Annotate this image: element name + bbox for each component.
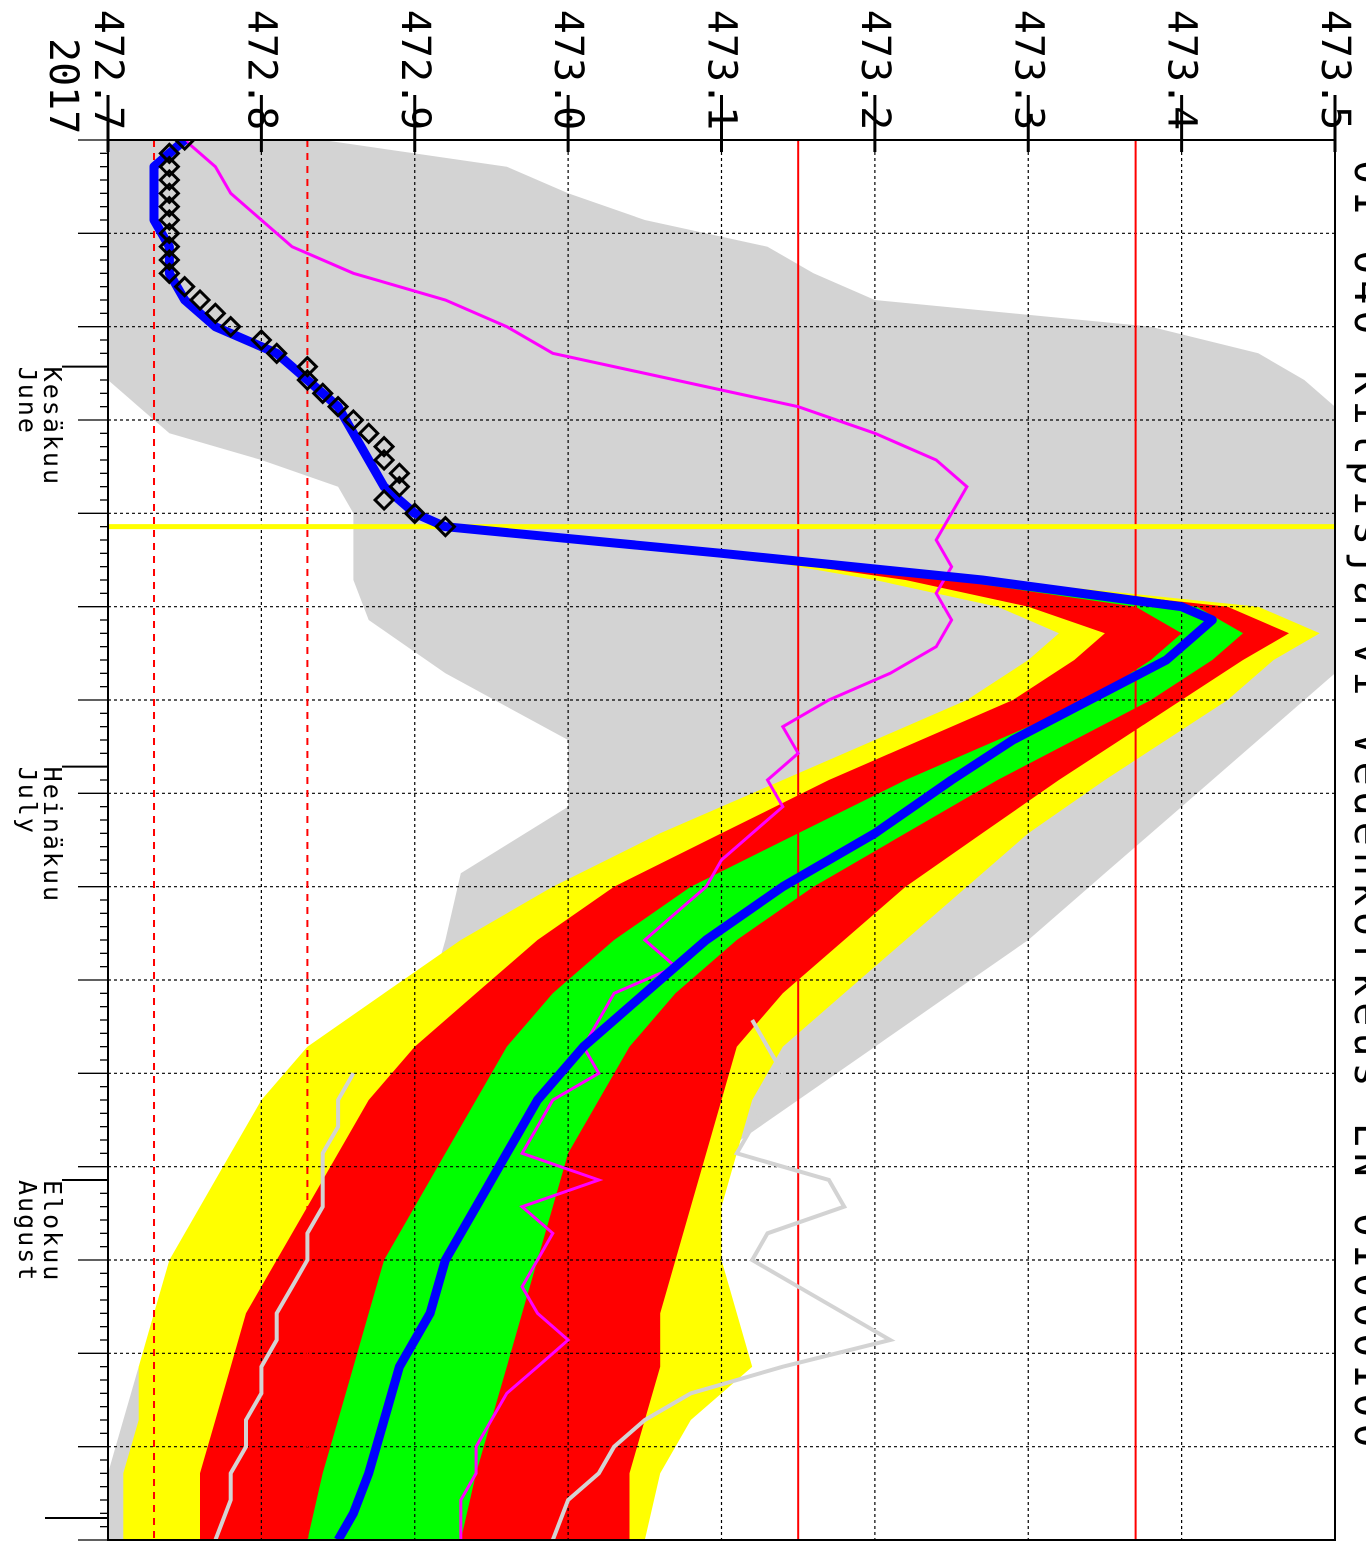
observation-point: [250, 328, 273, 352]
observation-point: [342, 408, 365, 432]
month-label-en: July: [13, 767, 42, 835]
month-label-en: August: [13, 1180, 42, 1282]
observation-point: [372, 488, 396, 512]
observation-point: [388, 462, 411, 485]
observation-point: [296, 355, 319, 378]
month-label-en: June: [13, 367, 42, 435]
value-tick-label: 472.9: [392, 10, 438, 130]
other-year-line: [550, 1019, 896, 1540]
observation-point: [326, 395, 350, 418]
value-tick-label: 473.5: [1312, 10, 1358, 130]
month-label-fi: Kesäkuu: [38, 367, 67, 486]
year-label: 2017: [40, 38, 86, 134]
observation-point: [158, 235, 181, 258]
observation-point: [372, 435, 396, 458]
value-tick-label: 472.7: [85, 10, 131, 130]
value-tick-label: 473.3: [1005, 10, 1051, 130]
observation-point: [311, 382, 334, 405]
observation-point: [158, 222, 181, 245]
value-tick-label: 473.2: [852, 10, 898, 130]
other-year-line-lower: [213, 1072, 356, 1540]
observation-point: [403, 502, 426, 525]
month-label-fi: Heinäkuu: [38, 767, 67, 903]
observation-point: [265, 342, 288, 365]
comparison-year-line: [183, 140, 969, 1540]
forecast-band-inner: [307, 526, 1243, 1540]
plot-area: [45, 95, 1337, 1541]
chart-labels: 01 040 Kilpisjärvi Vedenkorkeus LN 01000…: [13, 10, 1366, 1454]
observation-point: [434, 515, 457, 538]
observation-point: [188, 288, 212, 312]
observation-point: [158, 155, 181, 178]
value-tick-label: 473.0: [545, 10, 591, 130]
observation-point: [296, 368, 319, 392]
observation-point: [158, 182, 181, 205]
observation-point: [372, 448, 396, 472]
observation-point: [173, 275, 196, 298]
observation-point: [158, 195, 181, 218]
series-group: [108, 140, 1335, 1540]
median-forecast-line: [149, 140, 1217, 1540]
observation-point: [173, 140, 196, 152]
observation-point: [357, 422, 380, 445]
value-tick-label: 473.4: [1159, 10, 1205, 130]
value-tick-label: 473.1: [699, 10, 745, 130]
observation-point: [219, 315, 242, 338]
observation-point: [158, 142, 181, 165]
value-tick-label: 472.8: [238, 10, 284, 130]
month-label-fi: Elokuu: [38, 1180, 67, 1282]
observation-point: [158, 208, 181, 232]
observation-point: [388, 475, 411, 498]
observation-point: [158, 248, 181, 272]
observation-point: [158, 168, 181, 192]
observation-point: [204, 302, 227, 325]
chart-title: 01 040 Kilpisjärvi Vedenkorkeus LN 01000…: [1345, 160, 1366, 1454]
observation-point: [158, 262, 181, 285]
